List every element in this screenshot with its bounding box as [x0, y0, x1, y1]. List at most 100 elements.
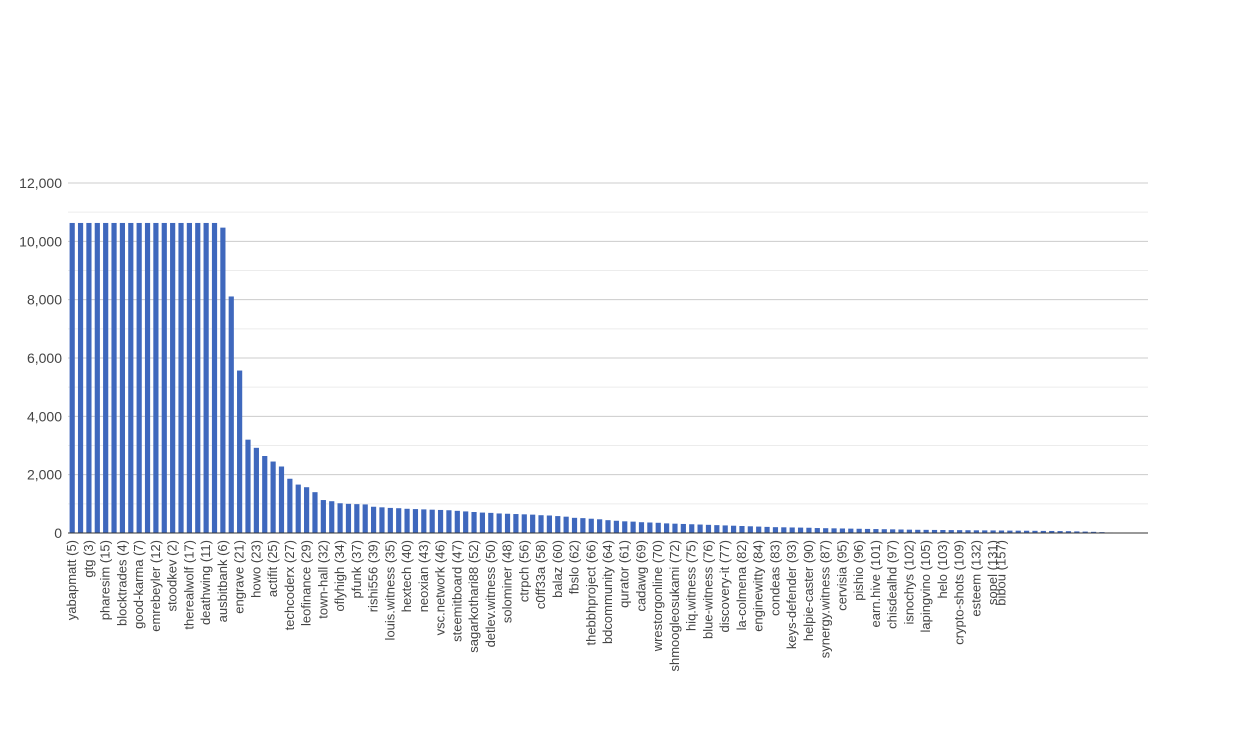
bar [471, 512, 477, 533]
bar [1057, 531, 1063, 533]
bar [496, 513, 502, 533]
x-tick-label: enginewitty (84) [751, 540, 766, 632]
bar [756, 526, 762, 533]
x-tick-label: yabapmatt (5) [64, 540, 79, 620]
bar [454, 510, 460, 533]
x-tick-label: lapingvino (105) [918, 540, 933, 633]
bar [144, 222, 151, 533]
x-tick-label: blocktrades (4) [114, 540, 129, 626]
bar [412, 509, 419, 533]
bar [77, 222, 84, 533]
bar [203, 222, 209, 533]
bar [103, 222, 109, 533]
x-tick-label: engrave (21) [232, 540, 247, 614]
bar [697, 524, 703, 533]
bar [638, 522, 645, 533]
bar [211, 222, 218, 533]
y-axis: 0 2,000 4,000 6,000 8,000 10,000 12,000 [19, 175, 62, 541]
bar [463, 511, 469, 533]
bar [931, 529, 938, 533]
x-tick-label: sopel (131) [985, 540, 1000, 605]
bar [772, 527, 779, 533]
bar [630, 521, 636, 534]
x-tick-label: ausbitbank (6) [215, 540, 230, 622]
x-tick-label: sagarkothari88 (52) [466, 540, 481, 653]
bar [270, 461, 276, 533]
bar [1049, 530, 1055, 533]
bar [504, 513, 511, 533]
bar [705, 524, 712, 533]
x-tick-label: wrestorgonline (70) [650, 540, 665, 652]
bar [278, 466, 285, 533]
bar [982, 530, 988, 534]
bar [437, 509, 444, 533]
bar [354, 504, 360, 534]
bar [345, 503, 352, 533]
x-tick-label: bdcommunity (64) [600, 540, 615, 644]
bar [170, 222, 176, 533]
x-tick-label: rishi556 (39) [366, 540, 381, 612]
x-axis: yabapmatt (5) gtg (3) pharesim (15) blocktr… [64, 532, 1148, 672]
x-tick-label: thebbhproject (66) [583, 540, 598, 646]
x-tick-label: deathwing (11) [198, 540, 213, 625]
bar [304, 487, 310, 533]
x-tick-label: howo (23) [248, 540, 263, 598]
bar [429, 509, 435, 533]
y-tick-label: 6,000 [27, 350, 62, 366]
y-tick-label: 0 [54, 525, 62, 541]
x-tick-label: pishio (96) [851, 540, 866, 601]
bar [990, 530, 996, 533]
bar [86, 222, 92, 533]
bar [136, 222, 142, 533]
bar [379, 507, 385, 533]
bar [1082, 531, 1088, 533]
bar [672, 523, 678, 533]
bar [1024, 530, 1030, 533]
bars [69, 222, 1147, 534]
bar [915, 529, 921, 533]
bar [797, 527, 804, 533]
bar [689, 524, 695, 533]
bar [714, 525, 720, 534]
bar [111, 222, 117, 533]
bar [965, 530, 971, 533]
bar [831, 528, 837, 533]
bar [320, 500, 326, 533]
bar [396, 508, 402, 533]
bar [362, 504, 368, 533]
x-tick-label: la-colmena (82) [734, 540, 749, 630]
bar [923, 529, 929, 533]
x-tick-label: qurator (61) [617, 540, 632, 608]
bar [898, 529, 904, 533]
bar [940, 530, 946, 533]
x-tick-label: shmoogleosukami (72) [667, 540, 682, 672]
bar [563, 516, 569, 533]
bar [387, 507, 393, 533]
x-tick-label: louis.witness (35) [382, 540, 397, 640]
bar [1007, 530, 1013, 533]
x-tick-label: helo (103) [935, 540, 950, 599]
bar [906, 529, 912, 533]
bar [613, 520, 619, 533]
bar [295, 484, 301, 533]
bar [245, 439, 251, 533]
bar [998, 530, 1005, 533]
bar [329, 501, 335, 533]
y-tick-label: 2,000 [27, 467, 62, 483]
bar [789, 527, 795, 533]
bar [312, 492, 318, 533]
bar [421, 509, 427, 534]
x-tick-label: condeas (83) [767, 540, 782, 616]
bar [370, 506, 377, 533]
bar [488, 512, 494, 534]
x-tick-label: emrebeyler (12) [148, 540, 163, 632]
x-tick-label: ctrpch (56) [516, 540, 531, 602]
bar [161, 222, 167, 533]
bar [404, 508, 410, 533]
x-tick-label: balaz (60) [550, 540, 565, 598]
bar [881, 529, 887, 533]
bar [647, 522, 653, 533]
bar [153, 222, 159, 533]
bar [1074, 531, 1080, 533]
bar [890, 529, 896, 533]
